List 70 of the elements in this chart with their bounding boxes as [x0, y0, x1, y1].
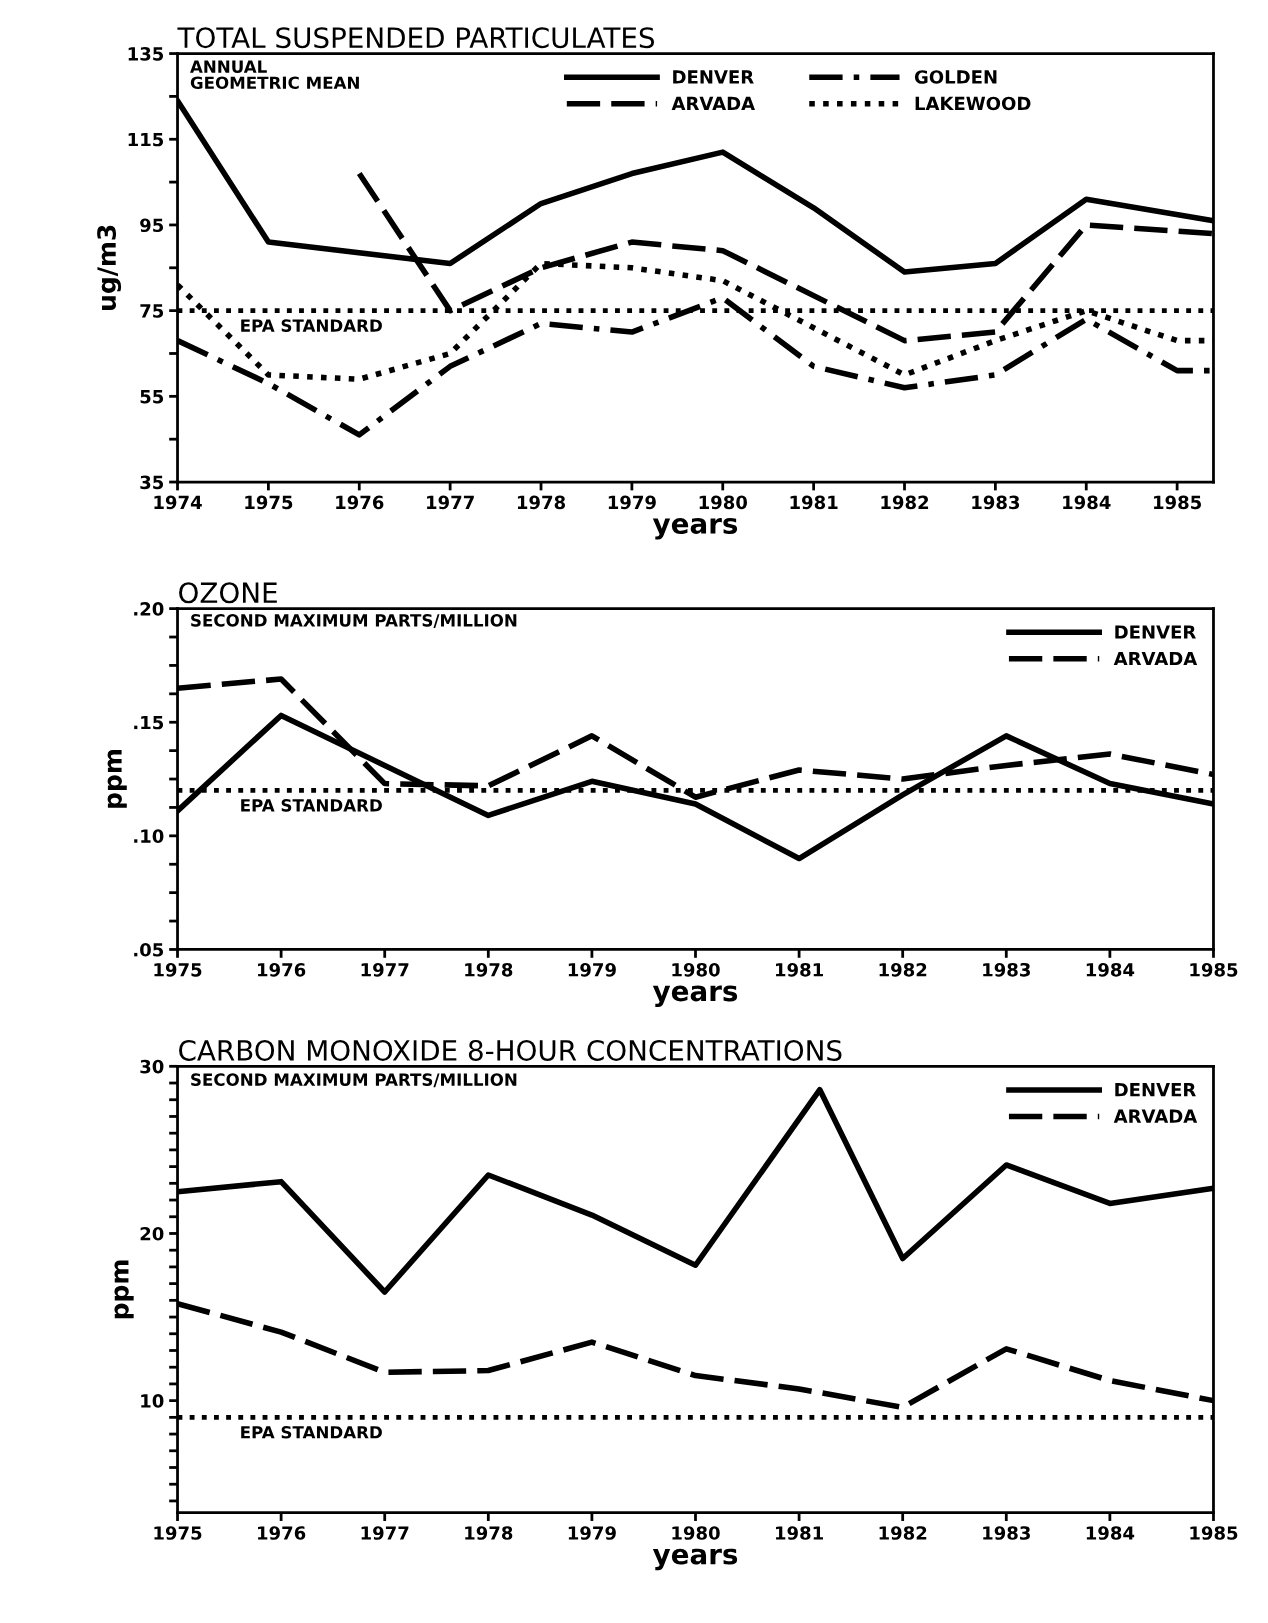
y-tick-label: 135: [128, 47, 164, 61]
legend-label: GOLDEN: [914, 70, 997, 84]
x-tick-label: 1985: [1190, 1526, 1238, 1540]
x-tick-label: 1983: [983, 962, 1030, 977]
y-axis-title: ppm: [107, 750, 127, 808]
x-tick-label: 1976: [258, 962, 306, 977]
annotation: ANNUAL GEOMETRIC MEAN: [190, 60, 359, 90]
x-tick-label: 1975: [154, 962, 202, 977]
x-tick-label: 1982: [881, 495, 929, 510]
chart-title: CARBON MONOXIDE 8-HOUR CONCENTRATIONS: [179, 1039, 842, 1061]
chart-title: TOTAL SUSPENDED PARTICULATES: [177, 27, 655, 49]
y-tick-label: 30: [140, 1059, 164, 1074]
x-tick-label: 1983: [972, 495, 1020, 510]
y-tick-label: .20: [134, 602, 164, 616]
x-tick-label: 1977: [427, 495, 474, 510]
y-tick-label: 20: [140, 1226, 164, 1241]
x-tick-label: 1980: [672, 962, 720, 977]
ref-line-label: EPA STANDARD: [241, 1425, 382, 1439]
legend-label: DENVER: [1115, 625, 1196, 639]
legend-label: ARVADA: [1113, 651, 1198, 666]
y-axis-title: ug/m3: [97, 225, 122, 310]
x-tick-label: 1974: [154, 495, 202, 510]
y-tick-label: .15: [134, 715, 164, 730]
x-axis-title: years: [652, 985, 738, 1008]
legend-label: DENVER: [673, 70, 754, 84]
x-tick-label: 1976: [336, 495, 384, 510]
x-tick-label: 1981: [776, 962, 823, 977]
x-tick-label: 1979: [608, 495, 656, 510]
legend-label: ARVADA: [671, 96, 755, 111]
x-tick-label: 1984: [1063, 495, 1111, 510]
y-tick-label: .05: [134, 942, 164, 957]
x-tick-label: 1985: [1190, 962, 1238, 977]
x-tick-label: 1984: [1086, 962, 1135, 977]
x-tick-label: 1985: [1154, 495, 1201, 510]
legend-label: ARVADA: [1113, 1109, 1198, 1123]
x-tick-label: 1982: [879, 962, 927, 977]
y-tick-label: 95: [140, 218, 164, 233]
y-tick-label: 10: [141, 1394, 164, 1408]
x-tick-label: 1981: [776, 1526, 823, 1540]
x-tick-label: 1978: [465, 962, 513, 977]
x-tick-label: 1975: [245, 495, 293, 510]
ref-line-label: EPA STANDARD: [241, 799, 382, 812]
x-axis-title: years: [652, 1548, 738, 1571]
x-tick-label: 1983: [983, 1526, 1030, 1540]
x-tick-label: 1982: [879, 1526, 927, 1540]
x-tick-label: 1977: [361, 962, 409, 977]
x-tick-label: 1984: [1086, 1526, 1135, 1540]
x-tick-label: 1977: [361, 1526, 409, 1540]
x-tick-label: 1976: [258, 1526, 306, 1540]
x-tick-label: 1980: [699, 495, 748, 510]
x-tick-label: 1978: [465, 1526, 513, 1540]
x-tick-label: 1975: [154, 1526, 202, 1540]
y-axis-title: ppm: [114, 1260, 134, 1319]
chart-title: OZONE: [179, 582, 277, 604]
x-tick-label: 1978: [517, 495, 566, 510]
legend-label: DENVER: [1115, 1083, 1196, 1097]
annotation: SECOND MAXIMUM PARTS/MILLION: [191, 614, 517, 628]
x-tick-label: 1981: [790, 495, 838, 510]
legend-label: LAKEWOOD: [915, 96, 1031, 111]
y-tick-label: 75: [140, 304, 164, 318]
y-tick-label: 55: [140, 390, 164, 404]
ref-line-label: EPA STANDARD: [241, 319, 382, 332]
y-tick-label: .10: [134, 829, 164, 843]
y-tick-label: 35: [140, 475, 164, 490]
x-tick-label: 1979: [568, 1526, 616, 1540]
x-tick-label: 1980: [672, 1526, 720, 1540]
x-tick-label: 1979: [568, 962, 616, 977]
y-tick-label: 115: [128, 132, 164, 147]
x-axis-title: years: [652, 518, 738, 540]
annotation: SECOND MAXIMUM PARTS/MILLION: [191, 1073, 517, 1088]
